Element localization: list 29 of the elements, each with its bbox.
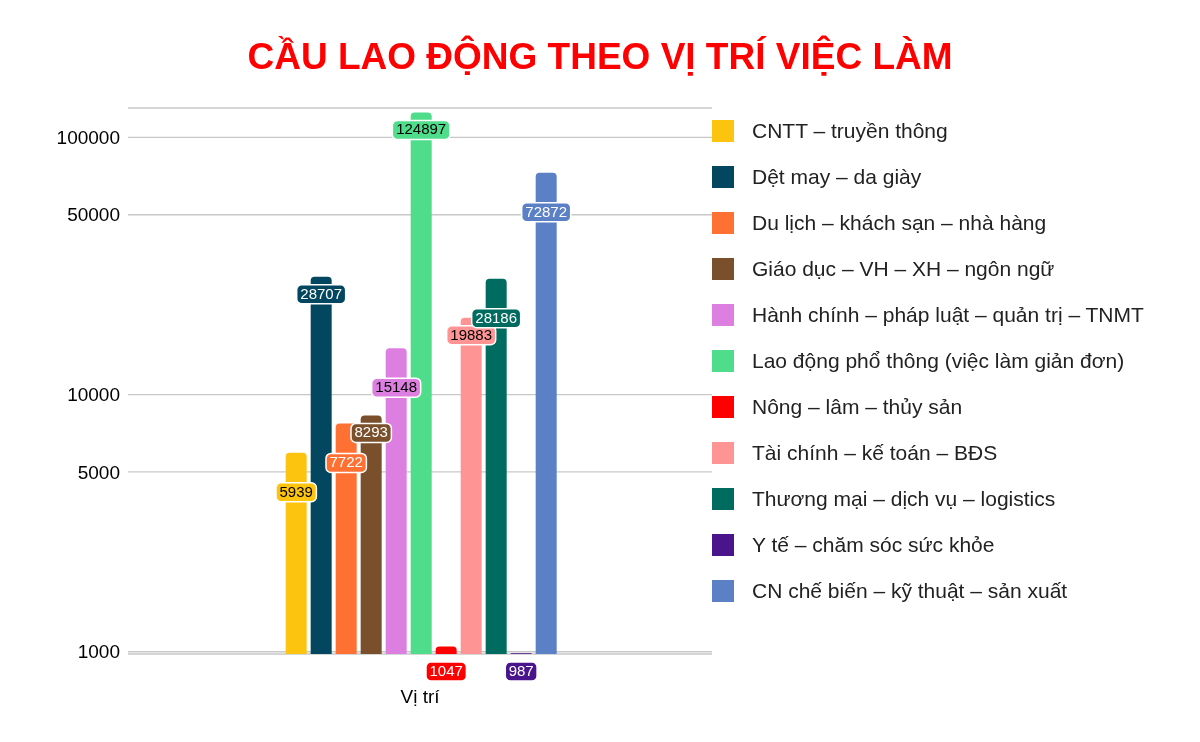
y-tick-label: 1000 bbox=[77, 641, 120, 663]
data-label: 1047 bbox=[429, 662, 463, 679]
data-label: 987 bbox=[508, 662, 534, 679]
legend-label: Dệt may – da giày bbox=[752, 164, 922, 190]
legend-label: Giáo dục – VH – XH – ngôn ngữ bbox=[752, 256, 1055, 282]
legend-label: CNTT – truyền thông bbox=[752, 118, 948, 144]
data-label: 8293 bbox=[354, 423, 388, 441]
legend-label: Thương mại – dịch vụ – logistics bbox=[752, 486, 1056, 512]
data-label: 5939 bbox=[279, 482, 313, 500]
data-label: 15148 bbox=[375, 378, 418, 396]
legend-label: Nông – lâm – thủy sản bbox=[752, 394, 963, 420]
legend-label: CN chế biến – kỹ thuật – sản xuất bbox=[752, 578, 1068, 604]
chart-title: CẦU LAO ĐỘNG THEO VỊ TRÍ VIỆC LÀM bbox=[246, 36, 954, 78]
x-tick-label: Vị trí bbox=[400, 686, 441, 708]
data-label: 7722 bbox=[329, 453, 363, 471]
y-tick-label: 5000 bbox=[77, 461, 120, 483]
data-label: 28707 bbox=[300, 284, 343, 302]
legend-label: Y tế – chăm sóc sức khỏe bbox=[752, 532, 995, 558]
y-tick-label: 100000 bbox=[56, 127, 120, 149]
legend-label: Hành chính – pháp luật – quản trị – TNMT bbox=[752, 302, 1144, 328]
data-label: 72872 bbox=[525, 202, 568, 220]
legend-label: Lao động phổ thông (việc làm giản đơn) bbox=[752, 348, 1125, 374]
legend-label: Du lịch – khách sạn – nhà hàng bbox=[752, 210, 1047, 236]
legend-label: Tài chính – kế toán – BĐS bbox=[752, 440, 998, 466]
data-label: 19883 bbox=[450, 325, 493, 343]
y-tick-label: 50000 bbox=[67, 204, 120, 226]
data-label: 28186 bbox=[475, 308, 518, 326]
y-tick-label: 10000 bbox=[67, 384, 120, 406]
data-label: 124897 bbox=[396, 120, 447, 138]
